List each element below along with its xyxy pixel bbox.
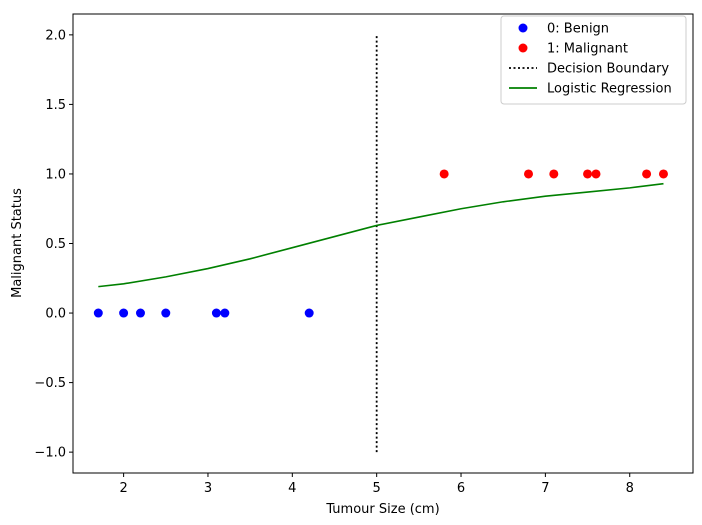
y-tick-label: 0.0 [45,307,66,322]
0-benign-point [211,308,221,318]
legend-label: Decision Boundary [547,62,669,77]
0-benign-point [304,308,314,318]
legend-label: Logistic Regression [547,82,672,97]
1-malignant-point [524,169,534,179]
x-tick-label: 2 [119,481,127,496]
x-tick-label: 8 [626,481,634,496]
legend-marker-1-malignant [518,43,528,53]
1-malignant-point [549,169,559,179]
0-benign-point [93,308,103,318]
logistic-regression-line [98,182,664,288]
legend: 0: Benign 1: Malignant Decision Boundary Lo… [500,15,687,105]
y-tick-label: 2.0 [45,28,66,43]
x-axis-label: Tumour Size (cm) [325,502,439,517]
0-benign-point [135,308,145,318]
y-tick-label: −1.0 [34,446,66,461]
1-malignant-point [642,169,652,179]
x-tick-label: 5 [373,481,381,496]
y-axis: −1.0 −0.5 0.0 0.5 1.0 1.5 2.0 [34,28,73,461]
y-tick-label: −0.5 [34,376,66,391]
y-axis-label: Malignant Status [10,188,25,298]
plot-area [93,34,668,453]
1-malignant-point [591,169,601,179]
0-benign-point [161,308,171,318]
y-tick-label: 1.5 [45,98,66,113]
y-tick-label: 0.5 [45,237,66,252]
x-tick-label: 7 [541,481,549,496]
x-tick-label: 3 [204,481,212,496]
y-tick-label: 1.0 [45,167,66,182]
0-benign-point [119,308,129,318]
0-benign-point [220,308,230,318]
x-tick-label: 4 [288,481,296,496]
legend-box [500,15,687,105]
legend-marker-0-benign [518,23,528,33]
1-malignant-point [658,169,668,179]
1-malignant-point [439,169,449,179]
x-tick-label: 6 [457,481,465,496]
legend-label: 1: Malignant [547,42,628,57]
legend-label: 0: Benign [547,22,609,37]
1-malignant-point [583,169,593,179]
x-axis: 2 3 4 5 6 7 8 [119,473,634,496]
